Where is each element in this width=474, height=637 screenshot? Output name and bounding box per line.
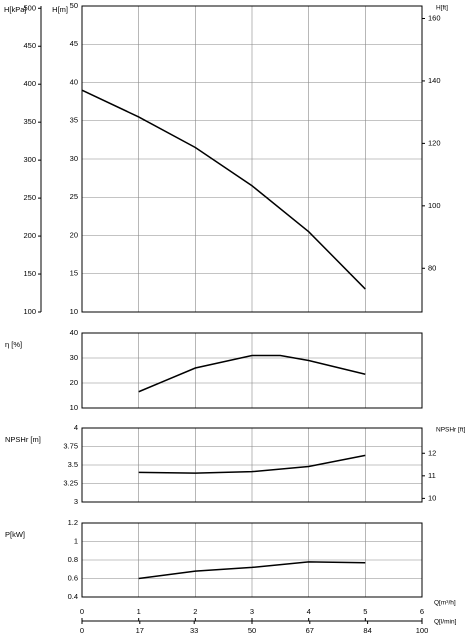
y2-axis-label: H[ft]: [436, 5, 448, 12]
x2-tick-label: 17: [136, 626, 144, 635]
x-tick-label: 5: [363, 607, 367, 616]
x2-tick-label: 0: [80, 626, 84, 635]
y-tick-label: 4: [74, 423, 78, 432]
y3-axis-label: H[kPa]: [4, 5, 27, 14]
y2-tick-label: 11: [428, 471, 436, 480]
y-tick-label: 25: [70, 192, 78, 201]
curve: [138, 354, 366, 393]
x-tick-label: 2: [193, 607, 197, 616]
x2-tick-label: 67: [306, 626, 314, 635]
y2-tick-label: 12: [428, 448, 436, 457]
y-tick-label: 45: [70, 39, 78, 48]
curve: [138, 454, 366, 474]
y3-tick-label: 400: [23, 79, 36, 88]
x-axis-label: Q[m³/h]: [434, 600, 456, 607]
y3-tick-label: 200: [23, 231, 36, 240]
y3-tick-label: 250: [23, 193, 36, 202]
y3-tick-label: 450: [23, 41, 36, 50]
plot-frame: [81, 427, 423, 503]
y-tick-label: 3.25: [63, 478, 78, 487]
y-tick-label: 3.75: [63, 441, 78, 450]
x-tick-label: 6: [420, 607, 424, 616]
y3-tick-label: 150: [23, 269, 36, 278]
y2-tick-label: 160: [428, 13, 441, 22]
y-tick-label: 0.8: [68, 555, 78, 564]
x-tick-label: 1: [137, 607, 141, 616]
y-axis-label: P[kW]: [5, 530, 25, 539]
y2-tick-label: 120: [428, 138, 441, 147]
y-tick-label: 30: [70, 353, 78, 362]
y2-tick-label: 140: [428, 76, 441, 85]
y-tick-label: 50: [70, 1, 78, 10]
y3-tick-label: 100: [23, 307, 36, 316]
x2-tick-label: 50: [248, 626, 256, 635]
y-axis-label: η [%]: [5, 340, 22, 349]
x2-axis-label: Q[l/min]: [434, 619, 457, 626]
y-tick-label: 20: [70, 230, 78, 239]
plot-frame: [81, 332, 423, 409]
y3-tick-label: 500: [23, 3, 36, 12]
x-tick-label: 3: [250, 607, 254, 616]
y-tick-label: 10: [70, 403, 78, 412]
y-tick-label: 1.2: [68, 518, 78, 527]
y2-axis-label: NPSHr [ft]: [436, 427, 465, 434]
y-tick-label: 3.5: [68, 460, 78, 469]
y2-tick-label: 10: [428, 493, 436, 502]
y-tick-label: 10: [70, 307, 78, 316]
y-tick-label: 35: [70, 116, 78, 125]
y-tick-label: 40: [70, 77, 78, 86]
x-tick-label: 0: [80, 607, 84, 616]
y2-tick-label: 100: [428, 201, 441, 210]
y3-tick-label: 300: [23, 155, 36, 164]
y-axis-label: H[m]: [52, 5, 68, 14]
y-tick-label: 15: [70, 269, 78, 278]
y-tick-label: 1: [74, 536, 78, 545]
plot-frame: [81, 522, 423, 598]
curve: [81, 89, 366, 290]
y-tick-label: 0.4: [68, 592, 78, 601]
y2-tick-label: 80: [428, 263, 436, 272]
x2-tick-label: 84: [363, 626, 371, 635]
y-axis-label: NPSHr [m]: [5, 435, 41, 444]
y-tick-label: 40: [70, 328, 78, 337]
x2-tick-label: 100: [416, 626, 429, 635]
y3-tick-label: 350: [23, 117, 36, 126]
curve: [138, 561, 366, 580]
x-tick-label: 4: [307, 607, 311, 616]
y-tick-label: 3: [74, 497, 78, 506]
y-tick-label: 0.6: [68, 573, 78, 582]
y-tick-label: 30: [70, 154, 78, 163]
y-tick-label: 20: [70, 378, 78, 387]
plot-frame: [81, 5, 423, 313]
x2-tick-label: 33: [190, 626, 198, 635]
